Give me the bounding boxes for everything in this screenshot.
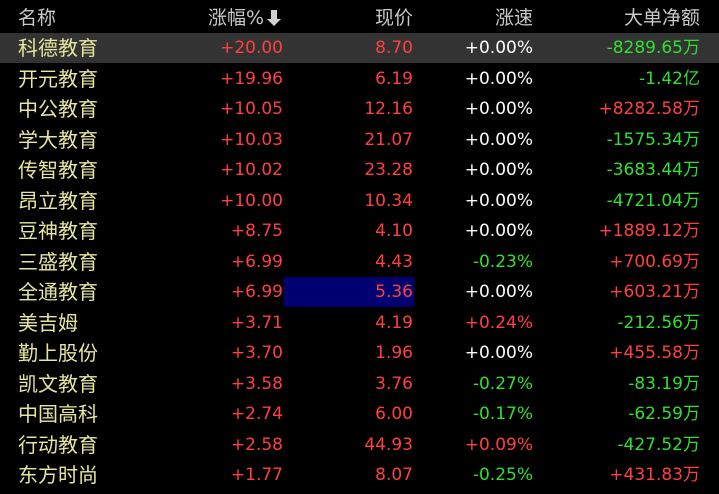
net-flow: +431.83万: [609, 465, 700, 485]
net-flow: +455.58万: [609, 343, 700, 363]
speed: +0.09%: [464, 434, 533, 455]
price: 6.19: [375, 68, 413, 89]
change-pct: +8.75: [230, 221, 283, 241]
change-pct: +2.58: [230, 434, 283, 455]
stock-name[interactable]: 行动教育: [18, 432, 98, 457]
change-pct: +3.70: [230, 343, 283, 363]
price: 4.43: [375, 251, 413, 272]
price: 44.93: [364, 434, 413, 455]
net-flow: -3683.44万: [606, 160, 700, 180]
change-pct: +10.05: [220, 99, 283, 119]
price: 3.76: [375, 373, 413, 394]
column-header[interactable]: 大单净额: [623, 7, 700, 29]
net-flow: -62.59万: [628, 404, 700, 424]
price: 5.36: [375, 282, 413, 302]
column-header[interactable]: 现价: [374, 7, 413, 29]
stock-name[interactable]: 全通教育: [18, 280, 98, 304]
column-header[interactable]: 涨幅%: [207, 7, 264, 29]
net-flow: -427.52万: [617, 434, 700, 455]
change-pct: +3.58: [230, 373, 283, 394]
stock-name[interactable]: 开元教育: [18, 66, 98, 91]
net-flow: +700.69万: [609, 251, 700, 272]
speed: -0.25%: [472, 465, 533, 485]
price: 8.70: [375, 38, 413, 58]
price: 23.28: [364, 160, 413, 180]
stock-name[interactable]: 豆神教育: [18, 219, 98, 243]
speed: -0.27%: [472, 373, 533, 394]
speed: +0.00%: [464, 129, 533, 150]
column-header[interactable]: 涨速: [494, 7, 533, 29]
sort-arrow: [267, 10, 281, 26]
speed: +0.24%: [464, 312, 533, 333]
net-flow: -1.42亿: [639, 68, 700, 89]
price: 4.10: [375, 221, 413, 241]
stock-name[interactable]: 勤上股份: [18, 341, 98, 365]
speed: +0.00%: [464, 68, 533, 89]
net-flow: +8282.58万: [598, 99, 700, 119]
change-pct: +1.77: [230, 465, 283, 485]
stock-name[interactable]: 凯文教育: [18, 371, 98, 396]
net-flow: +1889.12万: [598, 221, 700, 241]
speed: +0.00%: [464, 99, 533, 119]
change-pct: +6.99: [230, 251, 283, 272]
change-pct: +10.02: [220, 160, 283, 180]
change-pct: +2.74: [230, 404, 283, 424]
speed: +0.00%: [464, 221, 533, 241]
speed: +0.00%: [464, 160, 533, 180]
net-flow: -4721.04万: [606, 190, 700, 211]
speed: -0.17%: [472, 404, 533, 424]
price: 6.00: [375, 404, 413, 424]
change-pct: +10.00: [220, 190, 283, 211]
stock-name[interactable]: 美吉姆: [18, 310, 78, 335]
stock-name[interactable]: 三盛教育: [18, 249, 98, 274]
speed: +0.00%: [464, 38, 533, 58]
stock-name[interactable]: 中国高科: [18, 402, 98, 426]
change-pct: +6.99: [230, 282, 283, 302]
price: 10.34: [364, 190, 413, 211]
change-pct: +19.96: [220, 68, 283, 89]
stock-name[interactable]: 中公教育: [18, 97, 98, 121]
net-flow: -8289.65万: [606, 38, 700, 58]
selected-row: [0, 33, 719, 63]
speed: +0.00%: [464, 282, 533, 302]
stock-name[interactable]: 传智教育: [18, 158, 98, 182]
price: 12.16: [364, 99, 413, 119]
stock-name[interactable]: 昂立教育: [18, 188, 98, 213]
price: 21.07: [364, 129, 413, 150]
net-flow: -1575.34万: [606, 129, 700, 150]
net-flow: -83.19万: [628, 373, 700, 394]
stock-name[interactable]: 学大教育: [18, 127, 98, 152]
price: 1.96: [375, 343, 413, 363]
net-flow: -212.56万: [617, 312, 700, 333]
cell-highlight: [284, 277, 414, 307]
change-pct: +3.71: [230, 312, 283, 333]
price: 8.07: [375, 465, 413, 485]
speed: +0.00%: [464, 190, 533, 211]
column-header[interactable]: 名称: [18, 7, 57, 29]
stock-name[interactable]: 东方时尚: [18, 463, 98, 487]
net-flow: +603.21万: [609, 282, 700, 302]
speed: -0.23%: [472, 251, 533, 272]
price: 4.19: [375, 312, 413, 333]
stock-name[interactable]: 科德教育: [18, 36, 98, 60]
change-pct: +20.00: [220, 38, 283, 58]
change-pct: +10.03: [220, 129, 283, 150]
speed: +0.00%: [464, 343, 533, 363]
